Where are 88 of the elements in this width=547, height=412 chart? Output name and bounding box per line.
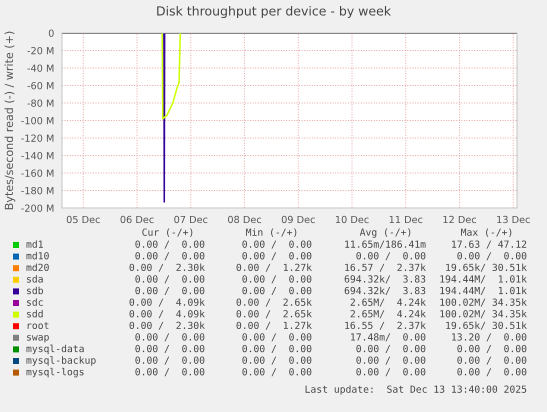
text: 100.02M/ 34.35k — [440, 298, 527, 307]
legend-label: swap — [27, 335, 49, 343]
legend-label: md20 — [26, 264, 49, 272]
y-tick-label: -60 M — [27, 82, 54, 90]
x-tick-label: 05 Dec — [66, 216, 100, 224]
text: 19.65k/ 30.51k — [446, 264, 527, 272]
text: 0.00 / 2.30k — [130, 264, 205, 272]
legend-label: sdb — [27, 286, 43, 294]
text: 13.20 / 0.00 — [452, 333, 526, 342]
y-tick-label: -200 M — [21, 204, 54, 212]
text: 0.00 / 0.00 — [242, 252, 312, 260]
text: 0.00 / 0.00 — [135, 368, 204, 376]
y-tick-label: -160 M — [21, 169, 54, 177]
text: 194.44M/ 1.01k — [440, 286, 527, 296]
text: 0.00 / 0.00 — [242, 333, 312, 342]
y-tick-label: -100 M — [21, 116, 54, 124]
text: 0.00 / 0.00 — [135, 275, 204, 284]
text: 16.57 / 2.37k — [345, 264, 426, 272]
text: 0.00 / 0.00 — [356, 252, 426, 260]
y-tick-label: -120 M — [21, 134, 54, 142]
text: 0.00 / 0.00 — [135, 344, 204, 354]
text: 11.65m/186.41m — [345, 240, 426, 249]
x-tick-label: 08 Dec — [228, 216, 262, 224]
text: 0.00 / 0.00 — [135, 356, 204, 365]
text: 0.00 / 0.00 — [242, 275, 312, 284]
y-tick-label: -80 M — [27, 99, 54, 107]
text: 0.00 / 0.00 — [242, 286, 312, 296]
text: 0.00 / 4.09k — [130, 310, 205, 318]
text: 0.00 / 0.00 — [135, 333, 204, 342]
y-tick-label: -180 M — [21, 186, 54, 194]
text: 694.32k/ 3.83 — [344, 286, 426, 296]
text: 0.00 / 4.09k — [130, 298, 205, 307]
legend-label: sdd — [27, 310, 43, 318]
text: Last update: Sat Dec 13 13:40:00 2025 — [306, 385, 526, 395]
text: 0.00 / 0.00 — [135, 286, 204, 296]
text: 0.00 / 0.00 — [356, 368, 426, 376]
legend-label: md1 — [26, 240, 43, 248]
text: 0.00 / 0.00 — [356, 344, 426, 354]
y-axis-title: Bytes/second read (-) / write (+) — [4, 32, 16, 210]
x-tick-label: 11 Dec — [390, 216, 422, 224]
text: 0.00 / 0.00 — [356, 356, 426, 365]
text: 0.00 / 0.00 — [457, 368, 526, 376]
text: 2.65M/ 4.24k — [350, 310, 426, 318]
legend-label: sdc — [27, 298, 43, 306]
text: 194.44M/ 1.01k — [440, 275, 527, 284]
x-tick-label: 09 Dec — [282, 216, 315, 224]
text: 0.00 / 0.00 — [135, 252, 204, 260]
legend-label: md10 — [26, 252, 49, 260]
text: 0.00 / 2.30k — [130, 322, 205, 330]
text: 0.00 / 1.27k — [236, 264, 312, 272]
text: 0.00 / 0.00 — [242, 344, 312, 354]
text: 100.02M/ 34.35k — [440, 310, 527, 318]
text: 0.00 / 0.00 — [457, 252, 526, 260]
x-tick-label: 07 Dec — [174, 216, 208, 224]
legend-label: mysql-data — [26, 344, 84, 354]
text: 0.00 / 0.00 — [135, 240, 204, 249]
text: 0.00 / 2.65k — [236, 298, 312, 307]
legend-label: mysql-logs — [26, 368, 84, 378]
x-tick-label: 10 Dec — [336, 216, 369, 224]
y-tick-label: -140 M — [21, 152, 54, 160]
text: 19.65k/ 30.51k — [446, 322, 527, 330]
text: 2.65M/ 4.24k — [350, 298, 426, 307]
legend-label: root — [28, 322, 48, 330]
text: 0.00 / 0.00 — [242, 356, 312, 365]
y-tick-label: 0 — [48, 29, 54, 37]
line-series — [161, 33, 182, 120]
text: 17.48m/ 0.00 — [351, 333, 426, 342]
text: Cur (-/+) — [142, 228, 192, 237]
text: 0.00 / 2.65k — [236, 310, 312, 318]
x-tick-label: 12 Dec — [443, 216, 476, 224]
text: 0.00 / 1.27k — [236, 322, 312, 330]
text: 694.32k/ 3.83 — [344, 275, 426, 284]
x-tick-label: 06 Dec — [120, 216, 154, 224]
text: 17.63 / 47.12 — [452, 240, 526, 249]
text: 0.00 / 0.00 — [457, 356, 526, 365]
text: 0.00 / 0.00 — [242, 240, 312, 249]
legend-label: mysql-backup — [26, 356, 96, 366]
text: 0.00 / 0.00 — [242, 368, 312, 376]
text: Avg (-/+) — [360, 228, 410, 238]
text: Max (-/+) — [461, 228, 512, 237]
text: Min (-/+) — [246, 228, 296, 237]
chart-title: Disk throughput per device - by week — [157, 6, 391, 18]
text: 0.00 / 0.00 — [457, 344, 526, 354]
legend-label: sda — [27, 275, 43, 283]
text: 16.55 / 2.37k — [345, 322, 426, 330]
y-tick-label: -40 M — [27, 64, 54, 72]
y-tick-label: -20 M — [27, 46, 54, 54]
x-tick-label: 13 Dec — [497, 216, 530, 224]
